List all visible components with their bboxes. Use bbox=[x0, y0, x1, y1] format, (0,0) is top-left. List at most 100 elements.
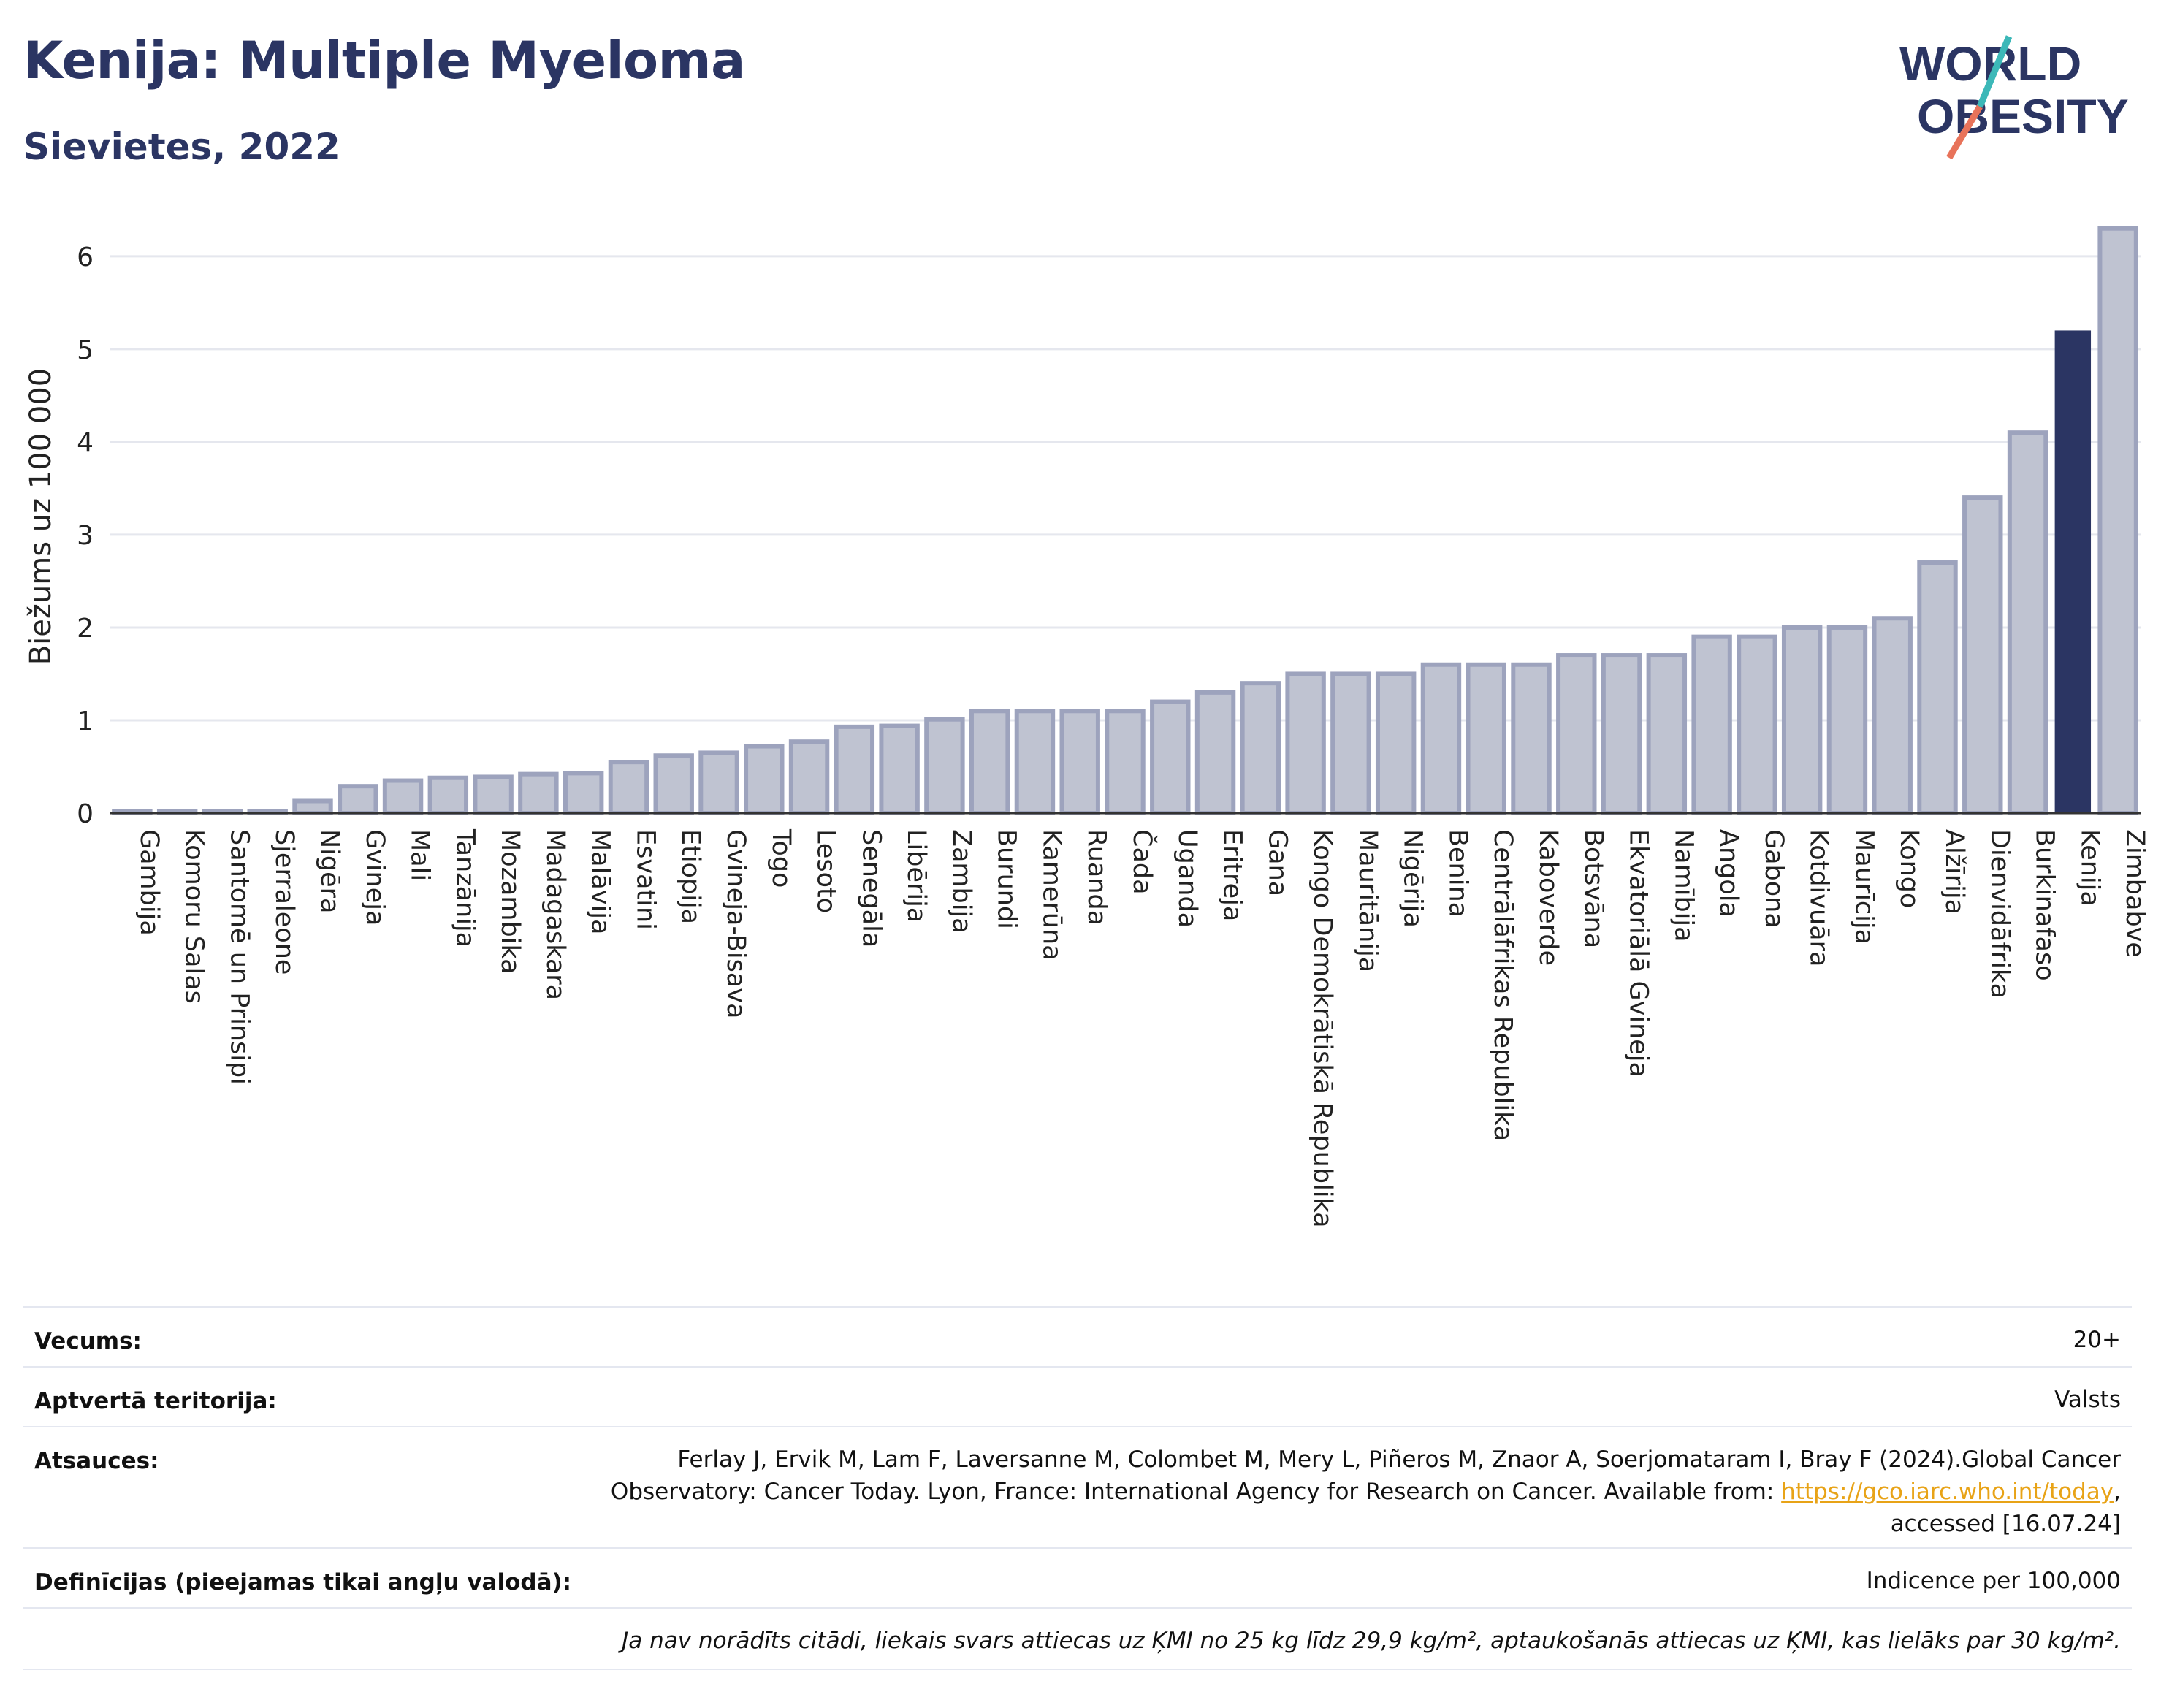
bar bbox=[1194, 690, 1236, 815]
x-tick-label: Kongo Demokrātiskā Republika bbox=[1308, 829, 1337, 1228]
bars bbox=[112, 226, 2138, 816]
y-tick-label: 0 bbox=[77, 799, 94, 829]
x-tick-label: Benina bbox=[1443, 829, 1472, 918]
y-tick-labels: 0 1 2 3 4 5 6 bbox=[77, 243, 94, 829]
world-obesity-logo: WORLD OBESITY bbox=[1899, 35, 2129, 159]
x-tick-label: Togo bbox=[766, 828, 796, 888]
x-tick-label: Burundi bbox=[992, 829, 1021, 929]
info-row-references: Atsauces: Ferlay J, Ervik M, Lam F, Lave… bbox=[23, 1426, 2132, 1549]
x-tick-label: Tanzānija bbox=[450, 828, 479, 948]
bar bbox=[2097, 226, 2138, 815]
info-row-age: Vecums: 20+ bbox=[23, 1306, 2132, 1368]
x-tick-label: Esvatini bbox=[630, 829, 660, 930]
bar bbox=[608, 760, 649, 815]
bar bbox=[1285, 671, 1326, 815]
bar bbox=[1962, 495, 2003, 815]
x-tick-label: Komoru Salas bbox=[180, 829, 209, 1004]
x-tick-labels: Gambija Komoru Salas Santomē un Prinsipi Sj… bbox=[134, 828, 2149, 1228]
x-tick-label: Etiopija bbox=[676, 829, 705, 924]
bar bbox=[1917, 560, 1958, 815]
references-line2-end: , bbox=[2114, 1479, 2121, 1505]
bar bbox=[1059, 709, 1100, 815]
references-line1: Ferlay J, Ervik M, Lam F, Laversanne M, … bbox=[677, 1446, 2121, 1473]
page-title: Kenija: Multiple Myeloma bbox=[23, 31, 745, 91]
coverage-label: Aptvertā teritorija: bbox=[34, 1388, 277, 1414]
bar bbox=[698, 750, 739, 815]
info-row-coverage: Aptvertā teritorija: Valsts bbox=[23, 1366, 2132, 1427]
y-tick-label: 2 bbox=[77, 614, 94, 644]
info-row-note: Ja nav norādīts citādi, liekais svars at… bbox=[23, 1607, 2132, 1670]
logo-line2: OBESITY bbox=[1917, 89, 2129, 143]
x-tick-label: Kotdivuāra bbox=[1804, 829, 1834, 967]
x-tick-label: Gana bbox=[1262, 829, 1292, 896]
age-value: 20+ bbox=[2073, 1327, 2121, 1353]
bar-chart: 0 1 2 3 4 5 6 Gambija Komoru Salas Santomē un Pr… bbox=[77, 226, 2149, 1228]
coverage-value: Valsts bbox=[2054, 1387, 2121, 1413]
references-line3: accessed [16.07.24] bbox=[1890, 1511, 2121, 1537]
x-tick-label: Mali bbox=[405, 829, 435, 881]
bar bbox=[563, 771, 604, 816]
note-text: Ja nav norādīts citādi, liekais svars at… bbox=[622, 1628, 2121, 1654]
bar bbox=[969, 709, 1010, 815]
x-tick-label: Malāvija bbox=[586, 829, 615, 934]
bar bbox=[1781, 625, 1823, 815]
x-tick-label: Madagaskara bbox=[541, 829, 570, 1000]
references-link[interactable]: https://gco.iarc.who.int/today bbox=[1781, 1479, 2114, 1505]
references-line2-text: Observatory: Cancer Today. Lyon, France:… bbox=[610, 1479, 1782, 1505]
bar bbox=[518, 771, 559, 815]
y-tick-label: 5 bbox=[77, 335, 94, 365]
x-tick-label: Čada bbox=[1127, 829, 1158, 895]
definitions-value: Indicence per 100,000 bbox=[1866, 1568, 2121, 1594]
bar bbox=[1466, 662, 1506, 815]
x-tick-label: Zambija bbox=[947, 829, 976, 934]
y-tick-label: 1 bbox=[77, 706, 94, 736]
y-axis-label: Biežums uz 100 000 bbox=[24, 367, 58, 665]
bar bbox=[788, 739, 830, 815]
bar bbox=[1556, 653, 1597, 815]
bar bbox=[1150, 699, 1191, 815]
info-row-definitions: Definīcijas (pieejamas tikai angļu valod… bbox=[23, 1547, 2132, 1609]
x-tick-label: Mauritānija bbox=[1353, 829, 1382, 972]
x-tick-label: Nigērija bbox=[1398, 829, 1428, 928]
y-tick-label: 3 bbox=[77, 521, 94, 551]
bar bbox=[1691, 634, 1732, 815]
x-tick-label: Botsvāna bbox=[1579, 829, 1608, 948]
bar bbox=[2054, 330, 2092, 813]
references-value: Ferlay J, Ervik M, Lam F, Laversanne M, … bbox=[611, 1444, 2121, 1540]
x-tick-label: Senegāla bbox=[856, 829, 885, 948]
definitions-label: Definīcijas (pieejamas tikai angļu valod… bbox=[34, 1569, 572, 1595]
bar bbox=[1826, 625, 1868, 815]
bar bbox=[1737, 634, 1777, 815]
bar bbox=[1330, 671, 1371, 815]
y-tick-label: 6 bbox=[77, 243, 94, 272]
bar bbox=[1646, 653, 1688, 815]
x-tick-label: Santomē un Prinsipi bbox=[224, 829, 254, 1085]
x-tick-label: Mozambika bbox=[495, 829, 525, 975]
references-label: Atsauces: bbox=[34, 1448, 159, 1474]
x-tick-label: Burkinafaso bbox=[2030, 829, 2059, 981]
x-tick-label: Gvineja-Bisava bbox=[721, 829, 750, 1018]
x-tick-label: Gabona bbox=[1759, 829, 1788, 929]
x-tick-label: Kenija bbox=[2075, 829, 2104, 907]
bar bbox=[879, 723, 920, 816]
y-tick-label: 4 bbox=[77, 428, 94, 458]
bar bbox=[427, 775, 469, 816]
x-tick-label: Uganda bbox=[1173, 829, 1202, 928]
bar bbox=[653, 753, 694, 815]
x-tick-label: Sjerraleone bbox=[270, 829, 299, 975]
bar bbox=[924, 717, 965, 815]
x-tick-label: Libērija bbox=[902, 829, 931, 923]
x-tick-label: Eritreja bbox=[1218, 829, 1247, 921]
x-tick-label: Kongo bbox=[1894, 829, 1924, 908]
x-tick-label: Namībija bbox=[1669, 829, 1698, 942]
x-tick-label: Maurīcija bbox=[1849, 829, 1878, 945]
bar bbox=[2007, 430, 2048, 815]
bar bbox=[338, 784, 378, 815]
x-tick-label: Zimbabve bbox=[2120, 829, 2149, 958]
references-line2: Observatory: Cancer Today. Lyon, France:… bbox=[611, 1476, 2121, 1508]
bar bbox=[1375, 671, 1417, 815]
x-tick-label: Angola bbox=[1714, 829, 1743, 918]
bar bbox=[1601, 653, 1642, 815]
bar bbox=[473, 774, 514, 815]
bar bbox=[1105, 709, 1146, 815]
